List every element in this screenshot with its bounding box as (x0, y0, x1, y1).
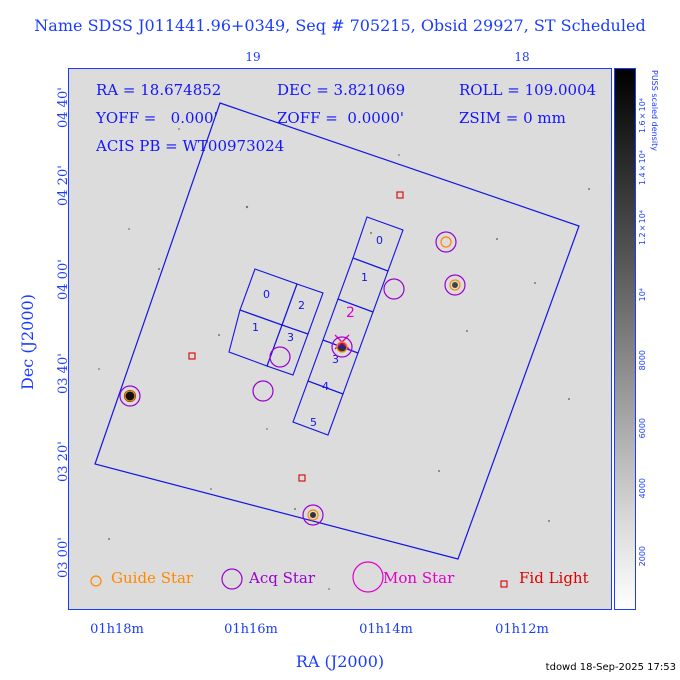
zoff-value: ZOFF = 0.0000' (277, 109, 405, 127)
colorbar-tick: 1.6×10⁴ (638, 98, 647, 134)
x-tick: 01h18m (90, 622, 144, 637)
acq-star-legend-icon (221, 568, 243, 590)
background-stars (98, 128, 590, 590)
page-title: Name SDSS J011441.96+0349, Seq # 705215,… (34, 16, 646, 35)
y-tick: 03 20' (56, 441, 71, 482)
colorbar-tick: 1.2×10⁴ (638, 210, 647, 246)
colorbar-tick: 6000 (638, 418, 647, 439)
footer-timestamp: tdowd 18-Sep-2025 17:53 (545, 662, 676, 673)
ccd-label: 3 (332, 353, 339, 366)
legend-guide-star: Guide Star (111, 569, 194, 587)
y-tick: 04 40' (56, 87, 71, 128)
sky-plot-area: 0 1 2 3 4 5 0 2 1 3 (68, 68, 612, 610)
roll-value: ROLL = 109.0004 (459, 81, 597, 99)
acis-pb-value: ACIS PB = WT00973024 (96, 137, 285, 155)
ccd-label: 0 (376, 234, 383, 247)
zsim-value: ZSIM = 0 mm (459, 109, 566, 127)
ccd-label: 1 (252, 321, 259, 334)
y-tick: 03 00' (56, 537, 71, 578)
ra-value: RA = 18.674852 (96, 81, 222, 99)
top-tick-19: 19 (245, 50, 261, 64)
x-tick: 01h14m (359, 622, 413, 637)
fid-lights (188, 191, 404, 482)
yoff-value: YOFF = 0.000' (96, 109, 218, 127)
sky-diagram: 0 1 2 3 4 5 0 2 1 3 (90, 102, 590, 593)
ccd-label: 4 (322, 380, 329, 393)
y-axis-label: Dec (J2000) (18, 294, 37, 390)
ccd-label: 5 (310, 416, 317, 429)
colorbar-tick: 4000 (638, 478, 647, 499)
colorbar-tick: 1.4×10⁴ (638, 150, 647, 186)
ccd-label: 0 (263, 288, 270, 301)
legend-fid-light: Fid Light (519, 569, 589, 587)
fov-outline (94, 102, 580, 560)
dec-value: DEC = 3.821069 (277, 81, 406, 99)
colorbar-tick: 10⁴ (638, 288, 647, 302)
bright-star (124, 390, 136, 402)
y-tick: 04 00' (56, 259, 71, 300)
colorbar-title: PUSS scaled density (650, 70, 659, 151)
star (452, 282, 458, 288)
colorbar-tick: 8000 (638, 350, 647, 371)
y-tick: 03 40' (56, 353, 71, 394)
acq-stars (119, 231, 466, 526)
mon-star-legend-icon (352, 561, 384, 593)
colorbar-tick: 2000 (638, 546, 647, 567)
x-tick: 01h16m (224, 622, 278, 637)
legend-mon-star: Mon Star (383, 569, 455, 587)
acis-chips (228, 216, 404, 436)
ccd-label: 1 (361, 271, 368, 284)
guide-star-legend-icon (90, 575, 102, 587)
x-axis-label: RA (J2000) (295, 652, 385, 671)
x-tick: 01h12m (495, 622, 549, 637)
colorbar (614, 68, 636, 610)
y-tick: 04 20' (56, 165, 71, 206)
ccd-label: 3 (287, 331, 294, 344)
fid-light-legend-icon (500, 580, 508, 588)
legend-acq-star: Acq Star (249, 569, 316, 587)
star (310, 512, 316, 518)
ccd-label: 2 (298, 299, 305, 312)
guide-stars (124, 236, 461, 521)
top-tick-18: 18 (514, 50, 530, 64)
ccd-label: 2 (346, 305, 355, 321)
